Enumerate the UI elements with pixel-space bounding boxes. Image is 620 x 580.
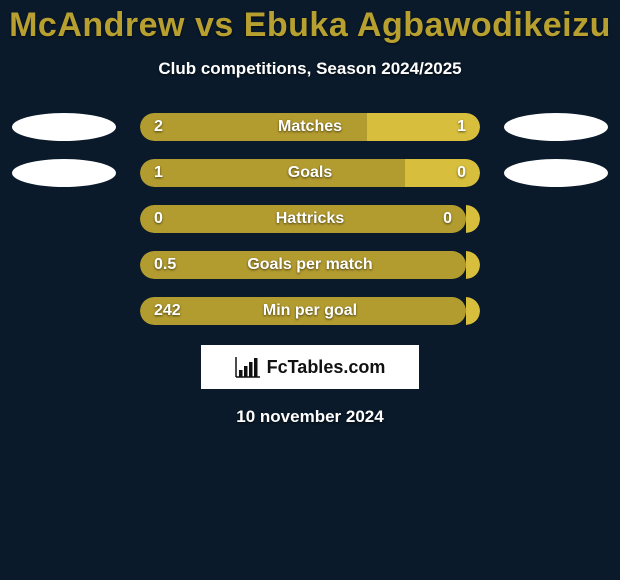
right-marker <box>494 159 584 187</box>
left-value: 0.5 <box>154 256 176 274</box>
right-bar: 1 <box>367 113 480 141</box>
date-line: 10 november 2024 <box>0 407 620 427</box>
bar-chart-icon <box>235 356 261 378</box>
stat-bar: 0.5Goals per match <box>140 251 480 279</box>
left-bar: 1 <box>140 159 405 187</box>
subtitle: Club competitions, Season 2024/2025 <box>0 59 620 79</box>
left-value: 1 <box>154 164 163 182</box>
right-bar <box>466 251 480 279</box>
right-value: 0 <box>443 210 452 228</box>
right-value: 1 <box>457 118 466 136</box>
right-marker <box>494 297 584 325</box>
stat-bar: 00Hattricks <box>140 205 480 233</box>
page-title: McAndrew vs Ebuka Agbawodikeizu <box>0 0 620 45</box>
right-bar <box>466 297 480 325</box>
left-bar: 0.5 <box>140 251 466 279</box>
left-value: 0 <box>154 210 163 228</box>
left-marker <box>36 113 126 141</box>
stat-row: 10Goals <box>0 159 620 187</box>
logo-text: FcTables.com <box>267 357 386 378</box>
stat-row: 242Min per goal <box>0 297 620 325</box>
left-value: 242 <box>154 302 181 320</box>
right-marker <box>494 251 584 279</box>
comparison-chart: 21Matches10Goals00Hattricks0.5Goals per … <box>0 113 620 325</box>
left-value: 2 <box>154 118 163 136</box>
stat-bar: 242Min per goal <box>140 297 480 325</box>
left-marker <box>36 159 126 187</box>
right-marker <box>494 205 584 233</box>
stat-row: 21Matches <box>0 113 620 141</box>
left-marker <box>36 251 126 279</box>
left-bar: 00 <box>140 205 466 233</box>
left-marker <box>36 205 126 233</box>
right-bar: 0 <box>405 159 480 187</box>
left-marker <box>36 297 126 325</box>
stat-bar: 10Goals <box>140 159 480 187</box>
right-value: 0 <box>457 164 466 182</box>
logo-box: FcTables.com <box>201 345 419 389</box>
right-marker <box>494 113 584 141</box>
stat-row: 00Hattricks <box>0 205 620 233</box>
stat-bar: 21Matches <box>140 113 480 141</box>
stat-row: 0.5Goals per match <box>0 251 620 279</box>
right-bar <box>466 205 480 233</box>
left-bar: 242 <box>140 297 466 325</box>
left-bar: 2 <box>140 113 367 141</box>
